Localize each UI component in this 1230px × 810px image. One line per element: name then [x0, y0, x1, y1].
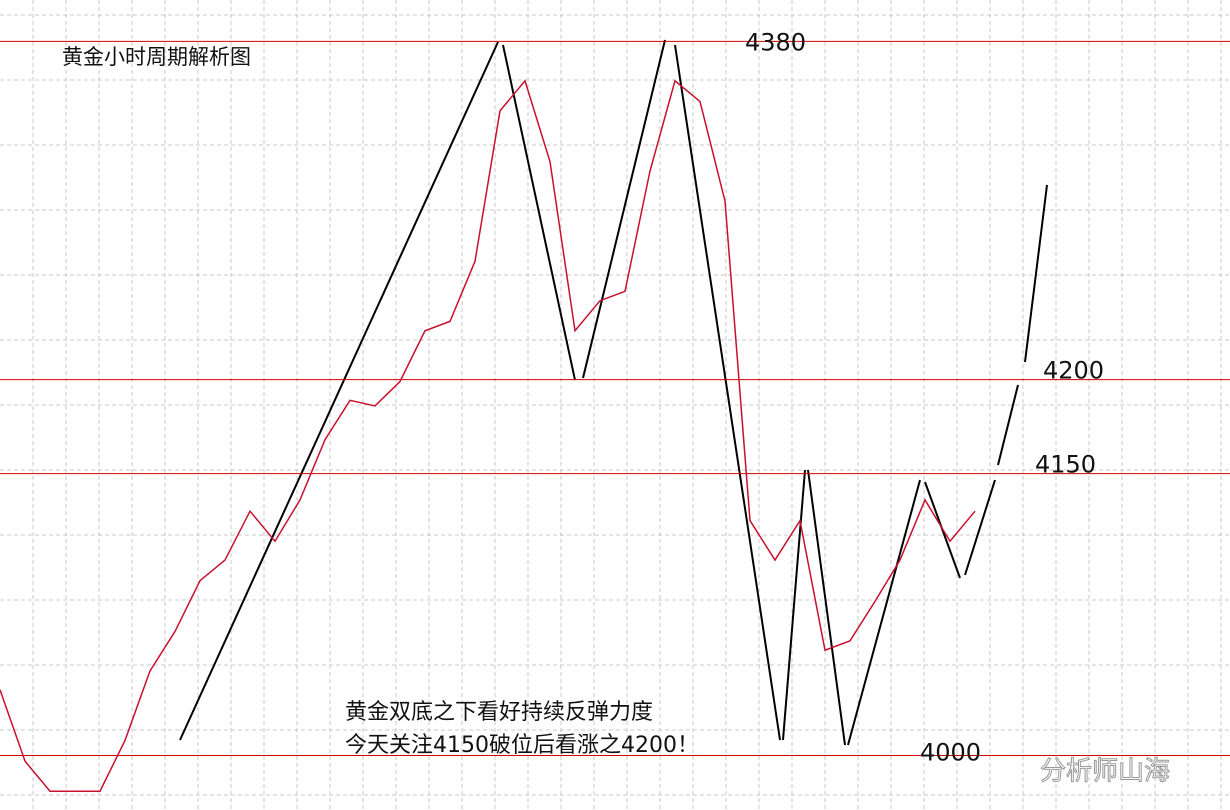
annotation: 今天关注4150破位后看涨之4200！	[345, 733, 699, 758]
trend-line	[782, 469, 806, 741]
chart-title: 黄金小时周期解析图	[62, 45, 251, 69]
annotation: 黄金双底之下看好持续反弹力度	[345, 700, 653, 725]
trend-line	[502, 44, 576, 381]
trend-line	[997, 384, 1019, 466]
trend-line	[674, 44, 781, 741]
trend-line	[1024, 184, 1048, 363]
trend-line	[964, 479, 996, 576]
price-line	[0, 79, 976, 792]
trend-line	[582, 39, 666, 379]
trend-lines	[179, 39, 1048, 746]
trend-line	[179, 41, 499, 741]
trend-line	[807, 469, 846, 746]
trend-line	[847, 479, 921, 746]
level-label: 4380	[745, 28, 806, 56]
level-label: 4000	[920, 738, 981, 766]
watermark: 分析师山海	[1040, 757, 1170, 787]
level-label: 4150	[1035, 451, 1096, 479]
level-label: 4200	[1043, 357, 1104, 385]
